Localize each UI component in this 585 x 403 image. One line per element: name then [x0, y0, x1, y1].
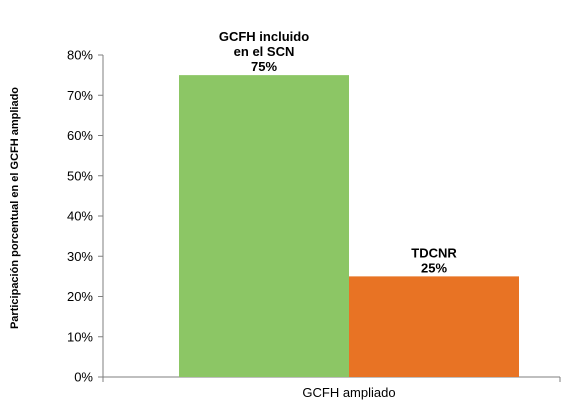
- y-tick-label: 60%: [67, 128, 93, 143]
- data-label: TDCNR: [411, 245, 457, 260]
- y-axis-title: Participación porcentual en el GCFH ampl…: [9, 87, 21, 329]
- bar: [179, 75, 349, 377]
- y-tick-label: 0%: [74, 370, 93, 385]
- y-tick-label: 20%: [67, 289, 93, 304]
- x-axis: GCFH ampliado: [102, 376, 561, 400]
- y-axis: 0% 10% 20% 30% 40% 50% 60% 70% 80%: [67, 48, 104, 385]
- data-label: en el SCN: [234, 44, 295, 59]
- y-tick-label: 70%: [67, 88, 93, 103]
- x-tick-label: GCFH ampliado: [302, 385, 395, 400]
- y-tick-label: 50%: [67, 168, 93, 183]
- y-tick-label: 40%: [67, 209, 93, 224]
- y-tick-label: 30%: [67, 249, 93, 264]
- data-label: GCFH incluido: [219, 29, 309, 44]
- y-tick-label: 10%: [67, 329, 93, 344]
- data-label: 75%: [251, 59, 277, 74]
- data-label: 25%: [421, 260, 447, 275]
- y-tick-label: 80%: [67, 48, 93, 63]
- bars: [179, 75, 519, 377]
- bar: [349, 276, 519, 377]
